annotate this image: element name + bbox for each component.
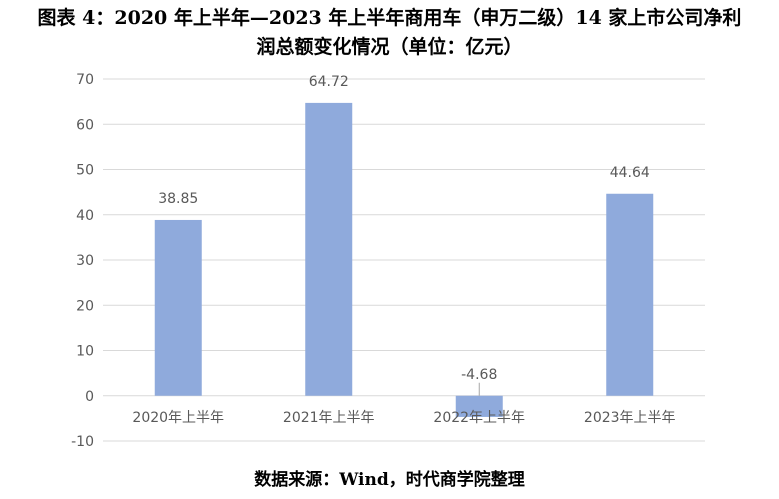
x-category-label: 2022年上半年 (433, 410, 525, 426)
y-tick-label: 60 (76, 117, 94, 133)
y-tick-label: 50 (76, 163, 94, 179)
y-tick-label: -10 (71, 434, 94, 450)
bar (455, 395, 503, 417)
y-tick-label: 10 (76, 344, 94, 360)
gridlines (103, 78, 705, 442)
x-category-label: 2020年上半年 (132, 410, 224, 426)
chart-source: 数据来源：Wind，时代商学院整理 (254, 470, 525, 490)
bar (606, 193, 654, 396)
data-label: -4.68 (461, 367, 497, 383)
y-tick-label: 30 (76, 253, 94, 269)
y-tick-label: 20 (76, 298, 94, 314)
y-tick-label: 40 (76, 208, 94, 224)
bars (154, 102, 654, 417)
data-label: 44.64 (610, 165, 650, 181)
data-label: 38.85 (158, 191, 198, 207)
labels: -10 0 10 20 30 40 50 60 70 38.85 2020年上半年 64.72 2021… (71, 72, 675, 450)
bar (154, 219, 202, 396)
x-category-label: 2023年上半年 (584, 410, 676, 426)
y-tick-label: 70 (76, 72, 94, 88)
y-tick-label: 0 (85, 389, 94, 405)
chart-title-line-1: 图表 4：2020 年上半年—2023 年上半年商用车（申万二级）14 家上市公… (37, 7, 742, 29)
data-label: 64.72 (309, 74, 349, 90)
bar (305, 102, 353, 396)
chart-title-line-2: 润总额变化情况（单位：亿元） (256, 36, 523, 58)
x-category-label: 2021年上半年 (283, 410, 375, 426)
chart-title: 图表 4：2020 年上半年—2023 年上半年商用车（申万二级）14 家上市公… (0, 4, 779, 62)
